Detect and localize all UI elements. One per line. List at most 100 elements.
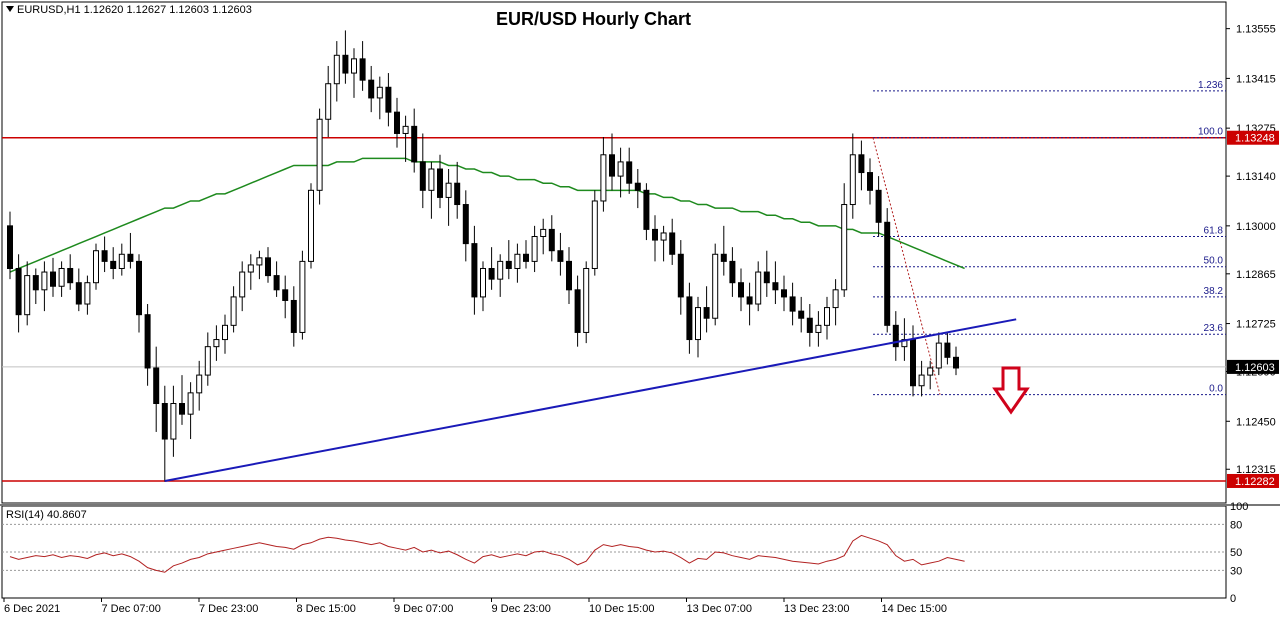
candle: [471, 225, 478, 315]
support-trendline: [164, 318, 1017, 482]
candle-body: [858, 154, 865, 174]
candle: [626, 147, 633, 194]
candle: [652, 215, 658, 262]
candle: [609, 133, 615, 191]
candle: [566, 247, 572, 305]
candle: [824, 296, 830, 340]
candle: [540, 218, 547, 255]
price-tick-label: 1.12865: [1236, 269, 1276, 281]
candle-body: [437, 168, 443, 198]
candle-body: [497, 260, 504, 280]
candle-body: [626, 161, 633, 184]
price-level-box: [1227, 130, 1279, 145]
candle: [944, 332, 951, 365]
candle: [583, 261, 590, 344]
candle: [411, 108, 418, 173]
candle-body: [695, 307, 701, 341]
candle: [505, 240, 512, 280]
candle-body: [385, 86, 392, 113]
candle: [712, 243, 719, 326]
candle-body: [170, 403, 177, 440]
candle: [299, 250, 306, 340]
candle-body: [7, 225, 13, 269]
candle-body: [419, 161, 426, 191]
candle: [41, 261, 48, 312]
fib-level-label: 0.0: [1209, 384, 1223, 395]
candle-body: [505, 260, 512, 269]
candle: [247, 254, 254, 290]
candle-body: [187, 392, 194, 415]
time-tick-label: 9 Dec 07:00: [394, 603, 453, 615]
candle: [669, 218, 676, 265]
candle: [67, 254, 74, 290]
candle-body: [806, 317, 813, 333]
candle: [867, 158, 873, 205]
candle-body: [634, 182, 641, 191]
candle: [488, 247, 495, 290]
candle-body: [935, 342, 942, 369]
candle: [153, 346, 160, 432]
candle: [755, 261, 762, 312]
moving-average-line: [9, 157, 965, 273]
candle-body: [609, 154, 615, 177]
candle: [720, 225, 727, 276]
fib-diagonal: [872, 137, 941, 395]
candle-body: [213, 339, 220, 348]
candle: [15, 254, 22, 333]
candle: [953, 346, 959, 376]
time-tick-label: 8 Dec 15:00: [297, 603, 356, 615]
candle-body: [755, 271, 762, 305]
candle-body: [428, 168, 435, 191]
candle: [127, 232, 134, 269]
candles: [7, 30, 959, 482]
candle-body: [118, 253, 125, 269]
candle: [222, 314, 228, 354]
candle-body: [282, 289, 289, 301]
candle-body: [953, 356, 959, 369]
candle: [634, 169, 641, 209]
candle: [789, 282, 796, 326]
candle-body: [617, 161, 624, 177]
candle: [806, 304, 813, 347]
candle: [230, 286, 237, 333]
rsi-tick-label: 0: [1230, 593, 1236, 605]
candle-body: [849, 154, 856, 206]
candle: [849, 133, 856, 219]
candle-body: [230, 296, 237, 326]
current-price-label: 1.12603: [1235, 362, 1275, 374]
price-level-label: 1.13248: [1235, 133, 1275, 145]
symbol-header: EURUSD,H1 1.12620 1.12627 1.12603 1.1260…: [6, 4, 252, 16]
candle: [50, 257, 56, 297]
candle: [428, 161, 435, 219]
candle-body: [583, 267, 590, 333]
candle: [342, 30, 349, 84]
candle-body: [15, 267, 22, 316]
candle-body: [832, 289, 839, 309]
candle-body: [660, 232, 667, 241]
candle-body: [290, 299, 297, 333]
candle-body: [712, 253, 719, 319]
candle: [454, 161, 461, 219]
time-tick-label: 7 Dec 23:00: [199, 603, 258, 615]
candle: [75, 268, 82, 312]
candle-body: [867, 172, 873, 191]
candle: [101, 236, 108, 273]
candle-body: [101, 250, 108, 262]
candle-body: [308, 189, 314, 262]
candle: [437, 154, 443, 209]
candle-body: [763, 271, 770, 284]
candle-body: [247, 264, 254, 273]
candle: [798, 296, 805, 333]
candle: [325, 65, 332, 138]
candle: [746, 282, 753, 326]
candle: [376, 76, 383, 120]
candle-body: [875, 189, 882, 223]
candle: [738, 268, 744, 312]
candle: [600, 137, 607, 212]
candle: [239, 261, 246, 312]
candle: [136, 254, 142, 333]
candle-body: [789, 296, 796, 312]
candle-body: [686, 296, 693, 341]
symbol-header-text: EURUSD,H1 1.12620 1.12627 1.12603 1.1260…: [17, 4, 252, 16]
candle-body: [368, 79, 375, 99]
